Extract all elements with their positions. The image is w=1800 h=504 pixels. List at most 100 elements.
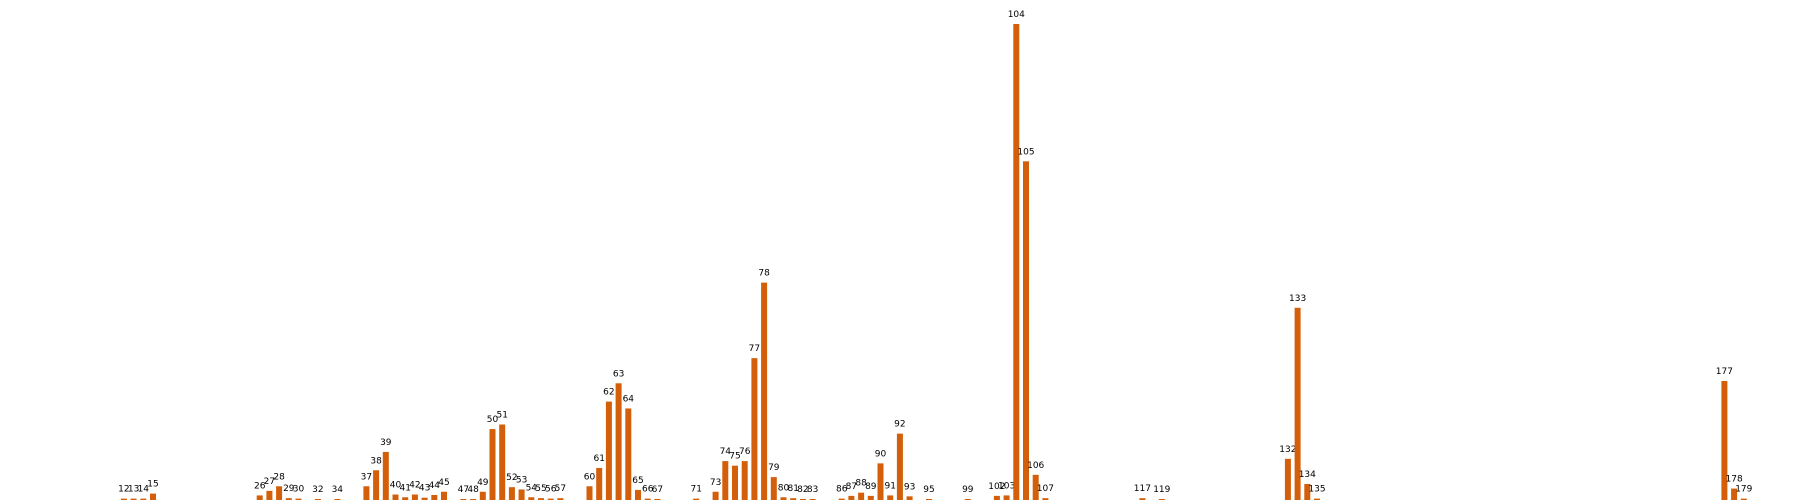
bar-label-64: 64 [623,394,635,404]
bar-label-12: 12 [118,485,129,495]
bar-label-87: 87 [846,482,857,492]
bar-117 [1139,498,1146,500]
bar-label-42: 42 [409,481,420,491]
bar-label-62: 62 [603,388,614,398]
bar-label-15: 15 [147,480,158,490]
bar-29 [285,498,292,500]
bar-label-41: 41 [399,483,410,493]
bar-44 [431,494,438,500]
bar-62 [605,401,612,500]
bar-54 [528,497,535,500]
bar-79 [770,477,777,500]
bar-50 [489,429,496,500]
bar-label-66: 66 [642,485,654,495]
bar-45 [441,491,447,500]
bar-label-48: 48 [467,485,479,495]
bar-label-34: 34 [332,485,344,495]
bar-43 [421,497,428,500]
bar-label-71: 71 [690,485,701,495]
bar-66 [644,498,651,500]
bar-105 [1023,161,1029,500]
bar-177 [1721,381,1728,500]
bar-label-90: 90 [875,449,887,459]
bar-label-38: 38 [370,456,382,466]
bar-15 [150,493,156,500]
bar-78 [761,282,768,500]
bar-38 [373,470,380,500]
bar-60 [586,486,593,500]
bar-label-30: 30 [293,485,305,495]
bar-89 [867,495,874,500]
bar-label-45: 45 [438,478,449,488]
bar-label-81: 81 [787,484,798,494]
bar-label-28: 28 [273,472,285,482]
bar-label-86: 86 [836,485,848,495]
bar-label-40: 40 [390,481,402,491]
bar-86 [838,498,845,500]
bar-label-56: 56 [545,485,557,495]
bar-label-75: 75 [729,452,740,462]
bar-27 [266,490,273,500]
bar-label-178: 178 [1726,475,1743,485]
bar-92 [896,433,903,500]
bar-label-63: 63 [613,369,624,379]
bar-39 [382,451,389,500]
bar-label-91: 91 [884,481,895,491]
bar-label-51: 51 [496,410,507,420]
bar-label-177: 177 [1716,367,1733,377]
bar-label-119: 119 [1153,485,1170,495]
bar-13 [130,498,137,500]
bar-label-93: 93 [904,482,915,492]
bar-label-43: 43 [419,484,430,494]
bar-label-39: 39 [380,438,392,448]
bar-41 [402,497,409,500]
bar-14 [140,498,147,500]
bar-56 [547,498,554,500]
bar-label-82: 82 [797,485,808,495]
bar-label-179: 179 [1735,485,1752,495]
bar-label-13: 13 [128,485,139,495]
bar-53 [518,489,525,500]
bar-90 [877,463,884,500]
bar-73 [712,491,719,500]
bar-88 [858,492,865,500]
bar-label-117: 117 [1134,484,1151,494]
bar-label-88: 88 [855,479,867,489]
bar-label-92: 92 [894,420,905,430]
bar-71 [693,498,700,500]
bar-label-47: 47 [458,485,469,495]
bar-178 [1731,488,1738,500]
bar-label-57: 57 [555,484,566,494]
bar-12 [120,498,127,500]
bar-28 [276,486,283,500]
bar-91 [887,495,894,500]
bar-label-60: 60 [584,472,596,482]
bar-135 [1314,498,1320,500]
bar-label-73: 73 [710,478,721,488]
bar-label-55: 55 [535,484,546,494]
bar-label-14: 14 [138,485,150,495]
bar-label-67: 67 [652,485,663,495]
bar-132 [1284,458,1291,500]
bar-label-50: 50 [487,415,499,425]
bar-76 [741,461,748,500]
bar-80 [780,497,787,500]
bar-40 [392,494,399,500]
bar-label-52: 52 [506,473,517,483]
bar-93 [906,496,913,500]
bar-label-102: 102 [988,482,1005,492]
bar-81 [790,498,797,500]
bar-106 [1032,474,1039,500]
bar-label-83: 83 [807,485,818,495]
bar-49 [479,491,486,500]
bar-label-103: 103 [998,481,1015,491]
bar-label-77: 77 [749,344,760,354]
bar-52 [508,487,515,500]
bar-label-107: 107 [1037,484,1054,494]
bar-label-99: 99 [962,485,974,495]
bar-133 [1294,307,1301,500]
bar-label-106: 106 [1027,461,1044,471]
bar-label-53: 53 [516,475,527,485]
